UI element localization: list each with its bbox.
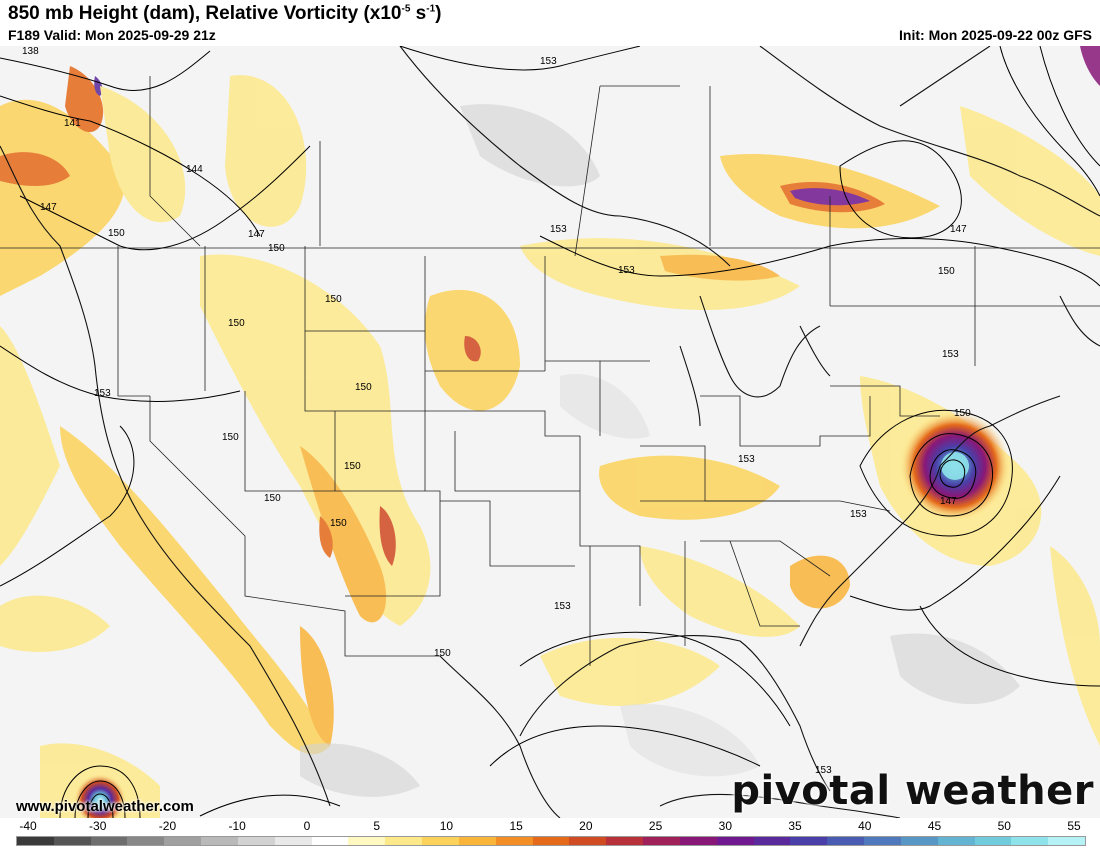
colorbar-swatch: [827, 837, 865, 845]
colorbar-swatch: [900, 837, 938, 845]
colorbar-tick-label: 25: [648, 819, 663, 833]
contour-label-150-colorado: 150: [355, 382, 372, 393]
height-contours: [0, 46, 1100, 818]
colorbar-swatch: [679, 837, 717, 845]
contour-label-150-mex: 150: [330, 518, 347, 529]
contour-label-150-nm: 150: [344, 461, 361, 472]
contour-label-150-pnw: 150: [108, 228, 125, 239]
contour-label-153-va: 153: [850, 509, 867, 520]
colorbar-swatch: [643, 837, 680, 845]
contour-label-153-lakes: 153: [618, 265, 635, 276]
contour-label-153-north: 153: [540, 56, 557, 67]
map-title: 850 mb Height (dam), Relative Vorticity …: [8, 3, 442, 24]
colorbar-swatch: [716, 837, 754, 845]
weather-map[interactable]: 138 141 144 147 147 150 150 150 150 150 …: [0, 46, 1100, 818]
contour-label-144: 144: [186, 164, 203, 175]
colorbar-swatch: [385, 837, 423, 845]
colorbar-tick-label: 30: [718, 819, 733, 833]
colorbar-swatch: [422, 837, 459, 845]
contour-label-138: 138: [22, 46, 39, 57]
website-watermark: www.pivotalweather.com: [16, 798, 194, 815]
contour-label-153-caribbean: 153: [815, 765, 832, 776]
colorbar-tick-label: -40: [19, 819, 37, 833]
colorbar-tick-label: 15: [509, 819, 523, 833]
negative-vorticity: [300, 104, 1020, 797]
colorbar-tick-label: 45: [927, 819, 942, 833]
colorbar-tick-label: 40: [858, 819, 872, 833]
colorbar-swatch: [569, 837, 607, 845]
colorbar-swatch: [606, 837, 644, 845]
contour-label-147-hurricane: 147: [940, 496, 957, 507]
contour-label-150-quebec: 150: [938, 266, 955, 277]
colorbar-tick-label: 10: [439, 819, 454, 833]
colorbar-tick-label: 5: [373, 819, 380, 833]
colorbar-swatch: [348, 837, 386, 845]
colorbar-tick-label: 55: [1067, 819, 1081, 833]
coastlines: [0, 46, 1100, 818]
contour-label-147-rockies: 147: [248, 229, 265, 240]
colorbar-swatch: [974, 837, 1012, 845]
colorbar-swatch: [164, 837, 202, 845]
colorbar-swatch: [311, 837, 349, 845]
contour-label-141: 141: [64, 118, 81, 129]
colorbar-tick-label: 0: [303, 819, 311, 833]
contour-labels: 138 141 144 147 147 150 150 150 150 150 …: [22, 46, 971, 776]
colorbar-tick-label: -20: [158, 819, 177, 833]
colorbar-tick-label: 50: [997, 819, 1011, 833]
colorbar-swatch: [1048, 837, 1086, 845]
colorbar-tick-label: 20: [579, 819, 593, 833]
colorbar-swatch: [1011, 837, 1049, 845]
contour-label-150-utah: 150: [228, 318, 245, 329]
colorbar-ticks: -40 -30 -20 -10 0 5 10 15 20 25 30 35 40 45 50 55: [16, 819, 1086, 835]
colorbar-tick-label: 35: [788, 819, 802, 833]
colorbar-swatch: [17, 837, 54, 845]
colorbar-swatch: [274, 837, 312, 845]
contour-label-150-ne: 150: [954, 408, 971, 419]
colorbar-swatch: [753, 837, 791, 845]
colorbar-tick-label: -30: [89, 819, 107, 833]
contour-label-147-canada: 147: [950, 224, 967, 235]
valid-time: F189 Valid: Mon 2025-09-29 21z: [8, 27, 216, 43]
political-borders: [0, 76, 1100, 666]
colorbar-swatch: [532, 837, 570, 845]
colorbar: -40 -30 -20 -10 0 5 10 15 20 25 30 35 40 45 50 55: [16, 819, 1086, 850]
contour-label-153-ontario: 153: [550, 224, 567, 235]
colorbar-swatch: [864, 837, 901, 845]
contour-label-153-maine: 153: [942, 349, 959, 360]
colorbar-swatch: [458, 837, 496, 845]
contour-label-147-west: 147: [40, 202, 57, 213]
colorbar-swatch: [790, 837, 828, 845]
contour-label-150-montana: 150: [325, 294, 342, 305]
colorbar-swatch: [90, 837, 128, 845]
header: 850 mb Height (dam), Relative Vorticity …: [0, 0, 1100, 46]
contour-label-153-ohio: 153: [738, 454, 755, 465]
contour-label-150-texas: 150: [434, 648, 451, 659]
colorbar-strip: [16, 836, 1086, 846]
map-svg: 138 141 144 147 147 150 150 150 150 150 …: [0, 46, 1100, 818]
contour-label-150-nevada: 150: [222, 432, 239, 443]
contour-label-153-gulf: 153: [554, 601, 571, 612]
contour-label-150-az: 150: [264, 493, 281, 504]
brand-logo: pivotal weather: [731, 768, 1094, 814]
colorbar-swatch: [127, 837, 165, 845]
colorbar-swatch: [201, 837, 238, 845]
colorbar-swatch: [495, 837, 533, 845]
contour-label-153-pacific: 153: [94, 388, 111, 399]
colorbar-swatch: [53, 837, 91, 845]
colorbar-tick-label: -10: [228, 819, 246, 833]
init-time: Init: Mon 2025-09-22 00z GFS: [899, 27, 1092, 43]
colorbar-swatch: [937, 837, 975, 845]
contour-label-150-idaho: 150: [268, 243, 285, 254]
colorbar-swatch: [237, 837, 275, 845]
